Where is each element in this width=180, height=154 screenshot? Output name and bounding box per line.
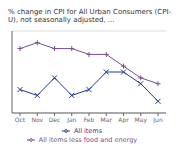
html-text:All items: All items	[73, 126, 103, 135]
svg-text:Oct: Oct	[15, 116, 26, 123]
svg-text:Mar: Mar	[101, 116, 113, 123]
svg-text:Feb: Feb	[84, 116, 95, 123]
svg-text:Jun: Jun	[152, 116, 163, 124]
svg-text:Jan: Jan	[66, 116, 76, 124]
svg-text:Apr: Apr	[118, 116, 129, 124]
svg-text:May: May	[135, 116, 148, 124]
html-text:% change in CPI for All Urban: % change in CPI for All Urban Consumers …	[8, 8, 171, 25]
svg-text:Nov: Nov	[31, 116, 43, 123]
html-text:All items less food and energy: All items less food and energy	[38, 135, 138, 144]
svg-text:Dec: Dec	[49, 116, 61, 123]
